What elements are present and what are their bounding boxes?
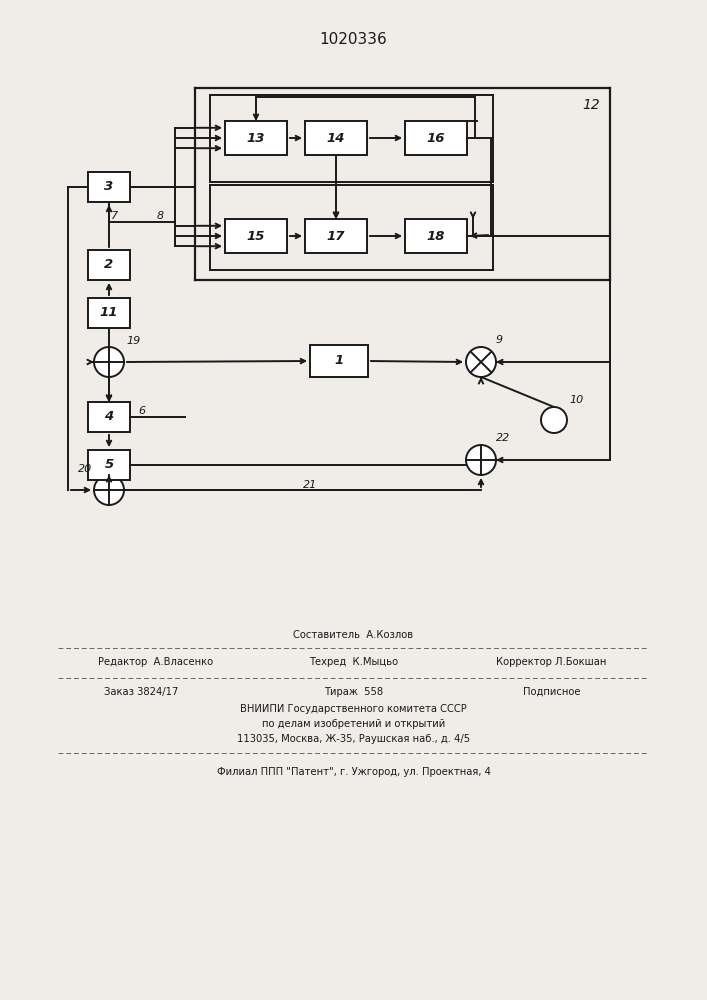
Text: 11: 11 xyxy=(100,306,118,320)
Bar xyxy=(88,402,130,432)
Text: 15: 15 xyxy=(247,230,265,242)
Text: 18: 18 xyxy=(427,230,445,242)
Text: Техред  К.Мыцьо: Техред К.Мыцьо xyxy=(309,657,398,667)
Text: 4: 4 xyxy=(105,410,114,424)
Text: 10: 10 xyxy=(569,395,583,405)
Text: 14: 14 xyxy=(327,131,345,144)
Text: Заказ 3824/17: Заказ 3824/17 xyxy=(104,687,179,697)
Circle shape xyxy=(94,347,124,377)
Bar xyxy=(305,219,367,253)
Text: Редактор  А.Власенко: Редактор А.Власенко xyxy=(98,657,213,667)
Text: 17: 17 xyxy=(327,230,345,242)
Text: 12: 12 xyxy=(583,98,600,112)
Text: 21: 21 xyxy=(303,480,317,490)
Text: 13: 13 xyxy=(247,131,265,144)
Circle shape xyxy=(94,475,124,505)
Text: по делам изобретений и открытий: по делам изобретений и открытий xyxy=(262,719,445,729)
Bar xyxy=(405,121,467,155)
Text: 20: 20 xyxy=(78,464,92,474)
Text: 2: 2 xyxy=(105,258,114,271)
Text: 8: 8 xyxy=(156,211,163,221)
Text: 1: 1 xyxy=(334,355,344,367)
Text: 7: 7 xyxy=(112,211,119,221)
Bar xyxy=(88,250,130,280)
Text: 1020336: 1020336 xyxy=(319,32,387,47)
Bar xyxy=(88,298,130,328)
Circle shape xyxy=(541,407,567,433)
Bar xyxy=(225,121,287,155)
Text: 113035, Москва, Ж-35, Раушская наб., д. 4/5: 113035, Москва, Ж-35, Раушская наб., д. … xyxy=(237,734,470,744)
Text: 6: 6 xyxy=(139,406,146,416)
Text: Тираж  558: Тираж 558 xyxy=(324,687,383,697)
Text: 19: 19 xyxy=(126,336,140,346)
Text: Подписное: Подписное xyxy=(522,687,580,697)
Text: 16: 16 xyxy=(427,131,445,144)
Text: Филиал ППП "Патент", г. Ужгород, ул. Проектная, 4: Филиал ППП "Патент", г. Ужгород, ул. Про… xyxy=(216,767,491,777)
Bar xyxy=(225,219,287,253)
Text: 5: 5 xyxy=(105,458,114,472)
Circle shape xyxy=(466,347,496,377)
Bar xyxy=(88,450,130,480)
Text: 22: 22 xyxy=(496,433,510,443)
Text: Корректор Л.Бокшан: Корректор Л.Бокшан xyxy=(496,657,607,667)
Bar xyxy=(405,219,467,253)
Text: 3: 3 xyxy=(105,180,114,194)
Bar xyxy=(310,345,368,377)
Text: Составитель  А.Козлов: Составитель А.Козлов xyxy=(293,630,414,640)
Circle shape xyxy=(466,445,496,475)
Text: ВНИИПИ Государственного комитета СССР: ВНИИПИ Государственного комитета СССР xyxy=(240,704,467,714)
Bar xyxy=(305,121,367,155)
Bar xyxy=(88,172,130,202)
Text: 9: 9 xyxy=(496,335,503,345)
